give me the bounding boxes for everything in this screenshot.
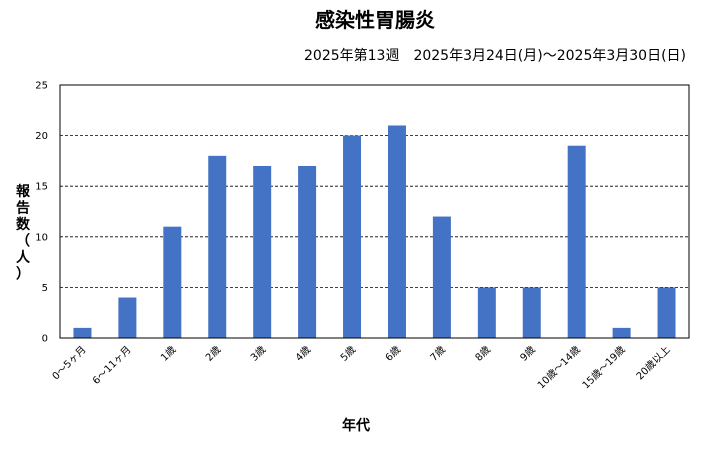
bar (163, 226, 182, 338)
x-tick-label: 9歳 (518, 344, 538, 364)
bar (477, 287, 496, 338)
plot-area (59, 84, 690, 339)
chart-title: 感染性胃腸炎 (315, 8, 435, 32)
y-tick-label: 20 (35, 131, 48, 142)
bar (387, 125, 406, 338)
x-axis-title: 年代 (342, 417, 370, 434)
bars (73, 125, 676, 338)
y-tick-label: 25 (35, 81, 48, 92)
x-tick-label: 4歳 (293, 344, 313, 364)
x-tick-label: 1歳 (158, 344, 178, 364)
gridlines (60, 135, 689, 288)
x-tick-label: 0～5ヶ月 (50, 344, 89, 383)
bar (253, 165, 272, 338)
x-tick-label: 5歳 (338, 344, 358, 364)
bar (657, 287, 676, 338)
bar (118, 297, 137, 338)
x-tick-label: 8歳 (473, 344, 493, 364)
x-tick-label: 10歳～14歳 (535, 344, 583, 392)
bar (73, 327, 92, 338)
y-tick-label: 15 (35, 182, 48, 193)
y-tick-label: 5 (42, 283, 48, 294)
x-tick-label: 7歳 (428, 344, 448, 364)
bar (612, 327, 631, 338)
y-tick-label: 10 (35, 232, 48, 243)
x-tick-label: 6～11ヶ月 (90, 344, 133, 387)
bar (522, 287, 541, 338)
y-axis-ticks: 0 5 10 15 20 25 (35, 81, 48, 345)
x-tick-label: 20歳以上 (634, 344, 673, 383)
bar (343, 135, 362, 338)
y-axis-title: 報告数（人） (16, 183, 31, 283)
chart-subtitle: 2025年第13週 2025年3月24日(月)～2025年3月30日(日) (304, 47, 686, 64)
x-axis-ticks: 0～5ヶ月 6～11ヶ月 1歳 2歳 3歳 4歳 5歳 6歳 7歳 8歳 9歳10歳～14歳15歳～… (50, 344, 673, 392)
bar (567, 145, 586, 338)
y-tick-label: 0 (42, 334, 48, 345)
bar (298, 165, 317, 338)
x-tick-label: 6歳 (383, 344, 403, 364)
x-tick-label: 15歳～19歳 (580, 344, 628, 392)
x-tick-label: 2歳 (203, 344, 223, 364)
x-tick-label: 3歳 (248, 344, 268, 364)
bar (432, 216, 451, 338)
bar (208, 155, 227, 338)
